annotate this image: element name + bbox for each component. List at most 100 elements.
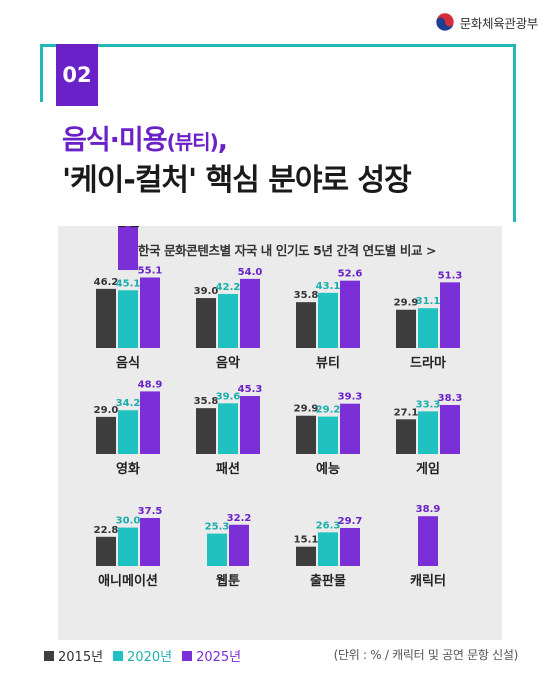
- bar-cat-1-s0: [196, 298, 216, 348]
- legend-swatch-2020: [113, 650, 124, 661]
- category-label-cat-2: 뷰티: [316, 355, 340, 371]
- category-label-cat-3: 드라마: [410, 355, 446, 371]
- value-label-cat-4-s1: 34.2: [116, 398, 141, 409]
- value-label-cat-3-s1: 31.1: [416, 296, 441, 307]
- bar-cat-5-s0: [196, 408, 216, 454]
- value-label-cat-5-s0: 35.8: [194, 396, 219, 407]
- value-label-cat-9-s1: 25.3: [205, 522, 230, 533]
- headline-line-2: '케이-컬처' 핵심 분야로 성장: [62, 163, 412, 198]
- value-label-cat-6-s1: 29.2: [316, 405, 341, 416]
- value-label-cat-10-s1: 26.3: [316, 520, 341, 531]
- bar-cat-8-s0: [96, 536, 116, 566]
- value-label-cat-7-s1: 33.3: [416, 399, 441, 410]
- bar-cat-10-s0: [296, 546, 316, 566]
- bar-cat-1-s1: [218, 293, 238, 348]
- headline-comma: ,: [217, 125, 228, 156]
- value-label-cat-5-s1: 39.6: [216, 391, 241, 402]
- bar-cat-8-s2: [140, 518, 160, 566]
- bar-cat-12-s2: [118, 226, 138, 271]
- value-label-cat-8-s0: 22.8: [94, 525, 119, 536]
- value-label-cat-7-s0: 27.1: [394, 407, 419, 418]
- value-label-cat-0-s2: 55.1: [138, 265, 163, 276]
- bar-cat-3-s2: [440, 282, 460, 348]
- bar-cat-0-s1: [118, 290, 138, 348]
- frame-line-top: [40, 44, 516, 47]
- category-label-cat-11: 캐릭터: [410, 573, 446, 589]
- value-label-cat-11-s2: 38.9: [416, 504, 441, 515]
- ministry-logo: 문화체육관광부: [435, 12, 538, 32]
- category-label-cat-10: 출판물: [310, 573, 346, 589]
- category-label-cat-9: 웹툰: [216, 574, 240, 589]
- bar-cat-5-s2: [240, 396, 260, 454]
- category-label-cat-4: 영화: [116, 461, 140, 477]
- ministry-label: 문화체육관광부: [459, 15, 539, 31]
- section-number-badge: 02: [56, 44, 98, 106]
- bar-cat-9-s2: [229, 524, 249, 566]
- legend-label-2025: 2025년: [196, 650, 242, 665]
- bar-cat-4-s0: [96, 416, 116, 454]
- value-label-cat-1-s0: 39.0: [194, 286, 219, 297]
- legend-item-2020: 2020년: [113, 646, 172, 665]
- value-label-cat-1-s2: 54.0: [238, 267, 263, 278]
- headline-main: 음식·미용: [62, 125, 168, 156]
- frame-line-right: [513, 44, 516, 222]
- headline: 음식·미용(뷰티), '케이-컬처' 핵심 분야로 성장: [62, 124, 412, 203]
- legend-swatch-2025: [182, 650, 193, 661]
- category-label-cat-5: 패션: [216, 462, 240, 477]
- bar-cat-2-s1: [318, 292, 338, 348]
- legend-item-2015: 2015년: [44, 646, 103, 665]
- value-label-cat-9-s2: 32.2: [227, 513, 252, 524]
- value-label-cat-0-s1: 45.1: [116, 278, 141, 289]
- value-label-cat-6-s0: 29.9: [294, 404, 319, 415]
- bar-cat-5-s1: [218, 403, 238, 454]
- bar-cat-0-s0: [96, 288, 116, 348]
- bar-cat-9-s1: [207, 533, 227, 566]
- bar-cat-7-s0: [396, 419, 416, 454]
- value-label-cat-2-s1: 43.1: [316, 281, 341, 292]
- bar-cat-10-s2: [340, 527, 360, 566]
- legend-swatch-2015: [44, 650, 54, 661]
- value-label-cat-8-s2: 37.5: [138, 506, 163, 517]
- bar-cat-2-s2: [340, 280, 360, 348]
- value-label-cat-6-s2: 39.3: [338, 392, 363, 403]
- value-label-cat-2-s0: 35.8: [294, 290, 319, 301]
- bar-cat-7-s2: [440, 404, 460, 454]
- value-label-cat-2-s2: 52.6: [338, 269, 363, 280]
- value-label-cat-5-s2: 45.3: [238, 384, 263, 395]
- bar-cat-10-s1: [318, 532, 338, 566]
- bar-cat-0-s2: [140, 277, 160, 348]
- category-label-cat-0: 음식: [116, 355, 140, 371]
- bar-cat-4-s2: [140, 391, 160, 454]
- bar-cat-3-s1: [418, 308, 438, 348]
- value-label-cat-8-s1: 30.0: [116, 516, 141, 527]
- bar-cat-4-s1: [118, 410, 138, 454]
- value-label-cat-0-s0: 46.2: [94, 277, 119, 288]
- value-label-cat-10-s0: 15.1: [294, 535, 319, 546]
- taegeuk-emblem-icon: [435, 12, 454, 32]
- bar-cat-7-s1: [418, 411, 438, 454]
- chart-svg: 46.245.155.1음식39.042.254.0음악35.843.152.6…: [94, 226, 463, 589]
- category-label-cat-7: 게임: [416, 462, 440, 477]
- chart-title: < 한국 문화콘텐츠별 자국 내 인기도 5년 간격 연도별 비교 >: [123, 243, 437, 258]
- value-label-cat-4-s2: 48.9: [138, 379, 163, 390]
- value-label-cat-3-s2: 51.3: [438, 270, 463, 281]
- value-label-cat-4-s0: 29.0: [94, 405, 119, 416]
- category-label-cat-1: 음악: [216, 355, 240, 371]
- bar-cat-6-s0: [296, 415, 316, 454]
- legend-label-2015: 2015년: [58, 650, 104, 665]
- unit-footnote: (단위 : % / 캐릭터 및 공연 문항 신설): [333, 648, 519, 662]
- legend-label-2020: 2020년: [127, 650, 173, 665]
- value-label-cat-7-s2: 38.3: [438, 393, 463, 404]
- value-label-cat-12-s2: 34.4: [116, 226, 141, 229]
- bar-cat-6-s1: [318, 416, 338, 454]
- category-label-cat-12: 공연: [116, 226, 140, 230]
- bar-cat-2-s0: [296, 302, 316, 348]
- bar-cat-11-s2: [418, 516, 438, 566]
- bar-cat-1-s2: [240, 278, 260, 348]
- chart-panel: < 한국 문화콘텐츠별 자국 내 인기도 5년 간격 연도별 비교 > 46.2…: [58, 226, 502, 640]
- bar-cat-3-s0: [396, 309, 416, 348]
- headline-paren: (뷰티): [166, 130, 219, 154]
- category-label-cat-6: 예능: [316, 461, 340, 477]
- legend: 2015년 2020년 2025년: [44, 646, 241, 665]
- value-label-cat-3-s0: 29.9: [394, 298, 419, 309]
